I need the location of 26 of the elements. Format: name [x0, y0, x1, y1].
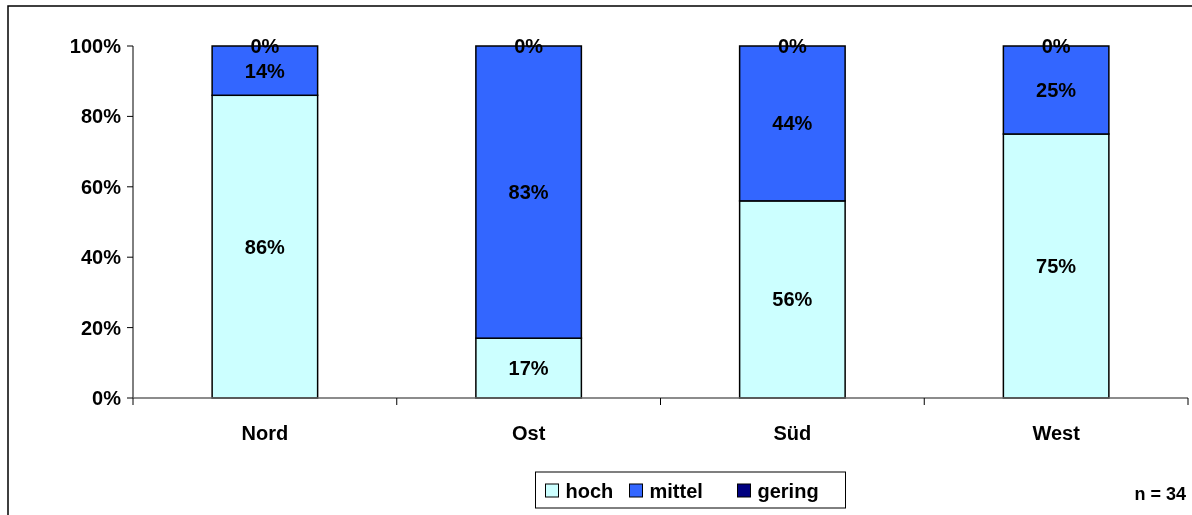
data-label: 0%	[777, 35, 808, 57]
y-tick-label: 100%	[69, 35, 122, 57]
y-tick-label: 80%	[80, 105, 122, 128]
x-tick-label: Süd	[773, 422, 812, 444]
data-label: 0%	[250, 35, 280, 57]
data-label: 14%	[244, 59, 286, 82]
y-tick-label: 20%	[80, 316, 122, 339]
x-tick-label: Ost	[511, 422, 546, 444]
data-label: 75%	[1036, 255, 1077, 277]
data-label: 83%	[508, 181, 549, 204]
data-label: 44%	[772, 112, 813, 135]
legend-label: gering	[757, 480, 819, 502]
data-label: 0%	[1041, 35, 1071, 57]
data-label: 0%	[514, 35, 544, 57]
data-label: 56%	[772, 288, 813, 311]
legend-label: hoch	[565, 480, 614, 502]
x-tick-label: West	[1032, 422, 1081, 444]
y-tick-label: 0%	[92, 387, 122, 409]
y-tick-label: 40%	[80, 246, 122, 269]
y-tick-label: 60%	[80, 175, 122, 198]
data-label: 25%	[1036, 79, 1077, 101]
x-tick-label: Nord	[241, 422, 289, 444]
text: n = 34	[1134, 484, 1186, 504]
legend-label: mittel	[649, 480, 703, 502]
data-label: 17%	[508, 357, 549, 380]
data-label: 86%	[244, 235, 286, 258]
